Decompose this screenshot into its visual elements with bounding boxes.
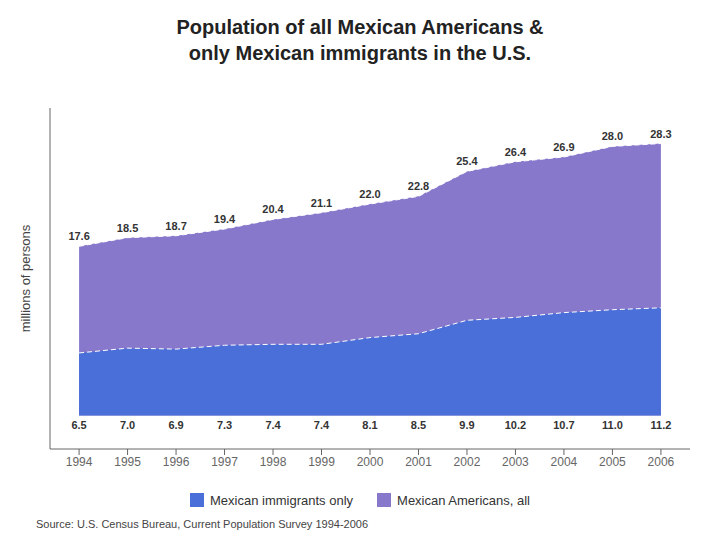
svg-text:2006: 2006	[648, 455, 675, 469]
svg-text:11.2: 11.2	[651, 419, 672, 431]
svg-text:7.4: 7.4	[314, 419, 330, 431]
svg-text:19.4: 19.4	[214, 213, 236, 225]
svg-text:1997: 1997	[211, 455, 238, 469]
svg-text:28.3: 28.3	[650, 128, 671, 140]
svg-text:18.7: 18.7	[165, 220, 186, 232]
svg-text:22.0: 22.0	[359, 188, 380, 200]
svg-text:11.0: 11.0	[602, 419, 623, 431]
svg-text:8.1: 8.1	[362, 419, 377, 431]
html-text:Mexican Americans, all: Mexican Americans, all	[397, 492, 530, 508]
svg-text:25.4: 25.4	[456, 155, 478, 167]
svg-text:1996: 1996	[163, 455, 190, 469]
svg-text:22.8: 22.8	[408, 180, 429, 192]
html-text:Mexican immigrants only: Mexican immigrants only	[210, 492, 353, 508]
svg-text:28.0: 28.0	[602, 130, 623, 142]
svg-text:millions of persons: millions of persons	[18, 224, 33, 332]
svg-text:21.1: 21.1	[311, 197, 332, 209]
svg-text:7.4: 7.4	[265, 419, 281, 431]
svg-text:2002: 2002	[454, 455, 481, 469]
svg-text:2001: 2001	[405, 455, 432, 469]
svg-text:2004: 2004	[551, 455, 578, 469]
svg-text:26.9: 26.9	[553, 141, 574, 153]
svg-text:20.4: 20.4	[262, 203, 284, 215]
svg-text:9.9: 9.9	[459, 419, 474, 431]
svg-text:6.5: 6.5	[71, 419, 86, 431]
html-text:Population of all Mexican Amer: Population of all Mexican Americans & on…	[176, 16, 544, 64]
svg-text:2003: 2003	[502, 455, 529, 469]
svg-text:1995: 1995	[114, 455, 141, 469]
svg-text:26.4: 26.4	[505, 146, 527, 158]
html-text:Source: U.S. Census Bureau, Cu: Source: U.S. Census Bureau, Current Popu…	[36, 518, 368, 530]
svg-text:10.2: 10.2	[505, 419, 526, 431]
svg-text:18.5: 18.5	[117, 222, 138, 234]
svg-text:7.0: 7.0	[120, 419, 135, 431]
svg-text:6.9: 6.9	[168, 419, 183, 431]
svg-text:17.6: 17.6	[68, 230, 89, 242]
svg-text:10.7: 10.7	[553, 419, 574, 431]
svg-text:8.5: 8.5	[411, 419, 426, 431]
svg-text:1999: 1999	[308, 455, 335, 469]
svg-text:7.3: 7.3	[217, 419, 232, 431]
svg-text:2005: 2005	[599, 455, 626, 469]
svg-text:1994: 1994	[66, 455, 93, 469]
svg-text:2000: 2000	[357, 455, 384, 469]
svg-text:1998: 1998	[260, 455, 287, 469]
